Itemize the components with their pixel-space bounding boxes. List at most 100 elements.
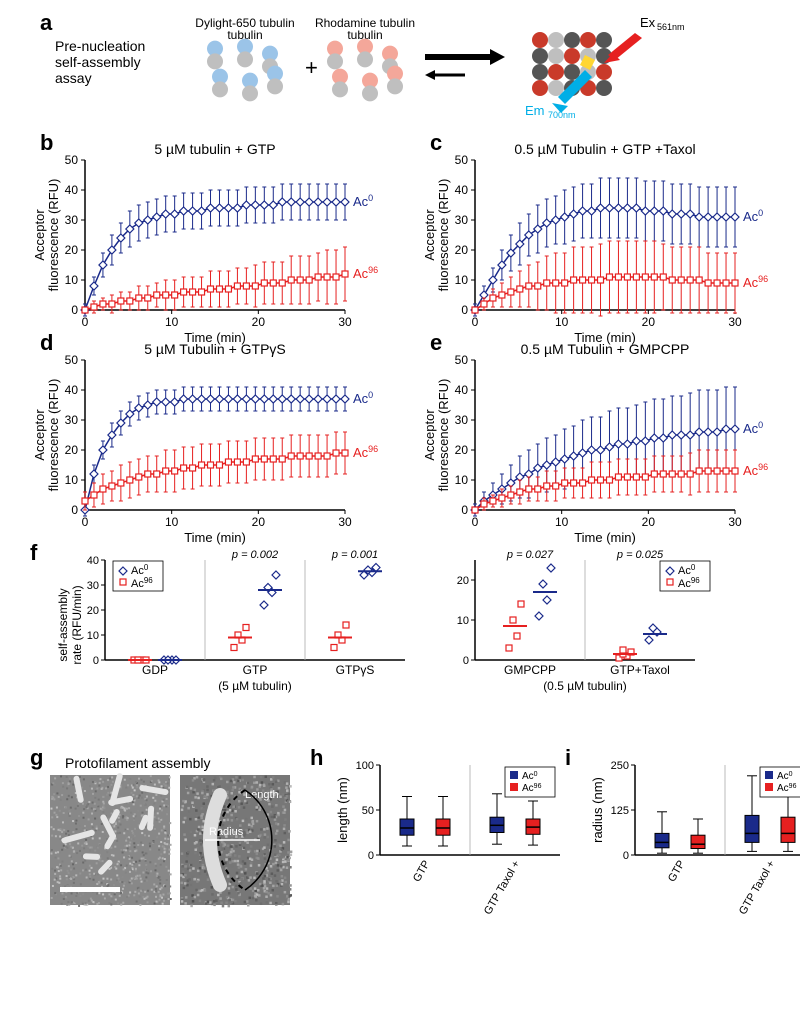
- svg-text:p = 0.025: p = 0.025: [616, 549, 664, 561]
- svg-text:30: 30: [728, 515, 742, 529]
- svg-text:5 µM tubulin + GTP: 5 µM tubulin + GTP: [154, 141, 275, 157]
- svg-text:rate (RFU/min): rate (RFU/min): [70, 585, 84, 664]
- chart-e: e0.5 µM Tubulin + GMPCPP0102030405001020…: [420, 335, 790, 545]
- chart-d: d5 µM Tubulin + GTPγS010203040500102030T…: [30, 335, 400, 545]
- svg-text:0: 0: [368, 850, 374, 862]
- chart-b: b5 µM tubulin + GTP010203040500102030Tim…: [30, 135, 400, 345]
- svg-text:20: 20: [252, 515, 266, 529]
- svg-text:+: +: [305, 55, 318, 80]
- svg-text:GTP+Taxol: GTP+Taxol: [610, 663, 670, 677]
- svg-text:20: 20: [642, 315, 656, 329]
- svg-text:50: 50: [65, 353, 79, 367]
- boxplot-i: radius (nm)0125250GTPGTP Taxol +Ac0Ac96: [590, 755, 800, 935]
- svg-text:50: 50: [65, 153, 79, 167]
- svg-text:Ac96: Ac96: [353, 265, 378, 281]
- svg-text:Ac0: Ac0: [743, 420, 763, 436]
- svg-text:40: 40: [87, 555, 99, 567]
- svg-text:40: 40: [65, 383, 79, 397]
- panel-f-label: f: [30, 540, 37, 565]
- panel-h-label: h: [310, 745, 323, 770]
- svg-text:0: 0: [472, 315, 479, 329]
- panel-a-text: Pre-nucleation self-assembly assay: [55, 38, 175, 86]
- svg-text:GTP: GTP: [243, 663, 268, 677]
- svg-text:p = 0.027: p = 0.027: [506, 549, 554, 561]
- panel-a-label: a: [40, 10, 52, 35]
- svg-text:Acceptor: Acceptor: [422, 409, 437, 461]
- svg-text:30: 30: [338, 315, 352, 329]
- svg-text:20: 20: [455, 443, 469, 457]
- svg-text:0: 0: [623, 850, 629, 862]
- svg-text:40: 40: [455, 183, 469, 197]
- svg-text:20: 20: [252, 315, 266, 329]
- svg-text:self-assembly: self-assembly: [56, 588, 70, 661]
- svg-text:GMPCPP: GMPCPP: [504, 663, 556, 677]
- svg-text:Ex: Ex: [640, 15, 656, 30]
- svg-text:e: e: [430, 330, 442, 355]
- svg-text:30: 30: [65, 413, 79, 427]
- svg-text:GTP: GTP: [666, 859, 688, 885]
- svg-text:Acceptor: Acceptor: [32, 409, 47, 461]
- svg-text:10: 10: [455, 473, 469, 487]
- svg-text:10: 10: [87, 630, 99, 642]
- svg-text:20: 20: [457, 575, 469, 587]
- svg-text:0: 0: [93, 655, 99, 667]
- panel-i-label: i: [565, 745, 571, 770]
- svg-text:50: 50: [362, 805, 374, 817]
- svg-text:30: 30: [338, 515, 352, 529]
- svg-text:561nm: 561nm: [657, 22, 685, 32]
- svg-text:GTP Taxol +: GTP Taxol +: [482, 859, 523, 917]
- svg-text:(5 µM tubulin): (5 µM tubulin): [218, 679, 292, 693]
- svg-text:20: 20: [87, 605, 99, 617]
- svg-text:0: 0: [71, 303, 78, 317]
- svg-text:30: 30: [65, 213, 79, 227]
- svg-text:5 µM Tubulin + GTPγS: 5 µM Tubulin + GTPγS: [144, 341, 286, 357]
- boxplot-h: length (nm)050100GTPGTP Taxol +Ac0Ac96: [335, 755, 560, 935]
- svg-text:Acceptor: Acceptor: [32, 209, 47, 261]
- svg-text:p = 0.001: p = 0.001: [331, 549, 378, 561]
- svg-text:125: 125: [611, 805, 629, 817]
- svg-text:b: b: [40, 130, 53, 155]
- panel-g-title: Protofilament assembly: [65, 755, 211, 771]
- svg-text:30: 30: [455, 413, 469, 427]
- svg-text:GTPγS: GTPγS: [336, 663, 375, 677]
- svg-text:10: 10: [65, 273, 79, 287]
- svg-text:0: 0: [472, 515, 479, 529]
- svg-text:0: 0: [82, 315, 89, 329]
- svg-text:40: 40: [65, 183, 79, 197]
- svg-text:radius (nm): radius (nm): [590, 777, 605, 843]
- svg-text:Em: Em: [525, 103, 545, 118]
- svg-text:20: 20: [455, 243, 469, 257]
- svg-text:0: 0: [461, 503, 468, 517]
- svg-text:Ac96: Ac96: [743, 462, 768, 478]
- svg-text:100: 100: [356, 760, 374, 772]
- svg-text:10: 10: [455, 273, 469, 287]
- svg-text:Acceptor: Acceptor: [422, 209, 437, 261]
- svg-text:0: 0: [463, 655, 469, 667]
- svg-text:GTP: GTP: [411, 859, 433, 885]
- svg-text:d: d: [40, 330, 53, 355]
- svg-text:GTP Taxol +: GTP Taxol +: [737, 859, 778, 917]
- svg-text:GDP: GDP: [142, 663, 168, 677]
- svg-text:10: 10: [65, 473, 79, 487]
- svg-text:Ac0: Ac0: [743, 208, 763, 224]
- svg-text:50: 50: [455, 353, 469, 367]
- svg-text:30: 30: [455, 213, 469, 227]
- svg-text:c: c: [430, 130, 442, 155]
- svg-text:p = 0.002: p = 0.002: [231, 549, 278, 561]
- svg-text:0.5 µM Tubulin + GMPCPP: 0.5 µM Tubulin + GMPCPP: [521, 341, 690, 357]
- svg-text:50: 50: [455, 153, 469, 167]
- svg-text:30: 30: [87, 580, 99, 592]
- svg-text:0: 0: [461, 303, 468, 317]
- svg-text:(0.5 µM tubulin): (0.5 µM tubulin): [543, 679, 627, 693]
- svg-text:Ac96: Ac96: [743, 274, 768, 290]
- svg-text:10: 10: [165, 315, 179, 329]
- svg-text:10: 10: [165, 515, 179, 529]
- svg-text:0: 0: [71, 503, 78, 517]
- chart-c: c0.5 µM Tubulin + GTP +Taxol010203040500…: [420, 135, 790, 345]
- svg-text:20: 20: [642, 515, 656, 529]
- svg-text:250: 250: [611, 760, 629, 772]
- svg-text:Time (min): Time (min): [574, 530, 636, 545]
- svg-text:0.5 µM Tubulin + GTP +Taxol: 0.5 µM Tubulin + GTP +Taxol: [514, 141, 695, 157]
- panel-a-diagram: Dylight-650 tubulin tubulin Rhodamine tu…: [190, 15, 750, 125]
- svg-text:fluorescence (RFU): fluorescence (RFU): [46, 379, 61, 492]
